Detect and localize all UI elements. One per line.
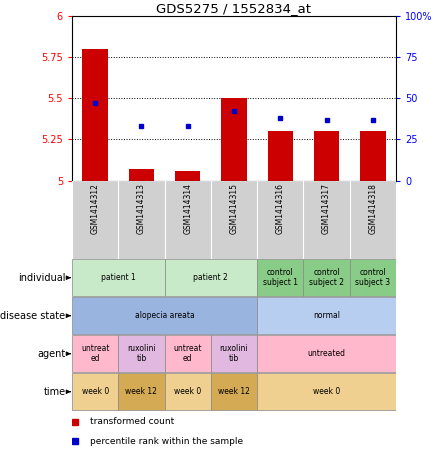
Bar [82,49,108,181]
Text: control
subject 1: control subject 1 [263,268,298,288]
Text: week 0: week 0 [313,387,340,396]
Bar [304,260,350,296]
Text: patient 2: patient 2 [194,273,228,282]
Text: week 0: week 0 [174,387,201,396]
Bar [268,131,293,181]
Bar [175,171,201,181]
Bar [72,181,118,259]
Bar [165,181,211,259]
Bar [211,181,257,259]
Bar [72,373,118,410]
Bar [314,131,339,181]
Bar [257,260,304,296]
Bar [118,373,165,410]
Text: untreat
ed: untreat ed [81,344,110,363]
Bar [72,298,257,334]
Text: GSM1414313: GSM1414313 [137,183,146,234]
Bar [129,169,154,181]
Bar [350,260,396,296]
Bar [211,336,257,372]
Text: GSM1414316: GSM1414316 [276,183,285,234]
Text: GSM1414318: GSM1414318 [368,183,378,234]
Text: individual: individual [18,273,66,283]
Text: ruxolini
tib: ruxolini tib [127,344,156,363]
Text: control
subject 2: control subject 2 [309,268,344,288]
Bar [221,98,247,181]
Bar [118,181,165,259]
Text: agent: agent [37,349,66,359]
Text: time: time [43,387,66,397]
Text: GSM1414315: GSM1414315 [230,183,239,234]
Bar [118,336,165,372]
Bar [72,260,165,296]
Text: percentile rank within the sample: percentile rank within the sample [90,437,243,446]
Bar [165,260,257,296]
Text: untreated: untreated [307,349,346,358]
Bar [257,373,396,410]
Text: week 12: week 12 [218,387,250,396]
Text: transformed count: transformed count [90,417,174,426]
Text: untreat
ed: untreat ed [173,344,202,363]
Text: normal: normal [313,311,340,320]
Text: week 12: week 12 [126,387,157,396]
Bar [257,181,304,259]
Bar [257,336,396,372]
Text: GSM1414317: GSM1414317 [322,183,331,234]
Text: disease state: disease state [0,311,66,321]
Bar [360,131,385,181]
Text: GSM1414312: GSM1414312 [91,183,99,234]
Text: alopecia areata: alopecia areata [135,311,194,320]
Text: week 0: week 0 [81,387,109,396]
Bar [350,181,396,259]
Bar [304,181,350,259]
Bar [165,373,211,410]
Text: control
subject 3: control subject 3 [355,268,390,288]
Bar [211,373,257,410]
Bar [257,298,396,334]
Bar [72,336,118,372]
Title: GDS5275 / 1552834_at: GDS5275 / 1552834_at [156,1,311,14]
Text: GSM1414314: GSM1414314 [183,183,192,234]
Text: patient 1: patient 1 [101,273,136,282]
Bar [165,336,211,372]
Text: ruxolini
tib: ruxolini tib [220,344,248,363]
